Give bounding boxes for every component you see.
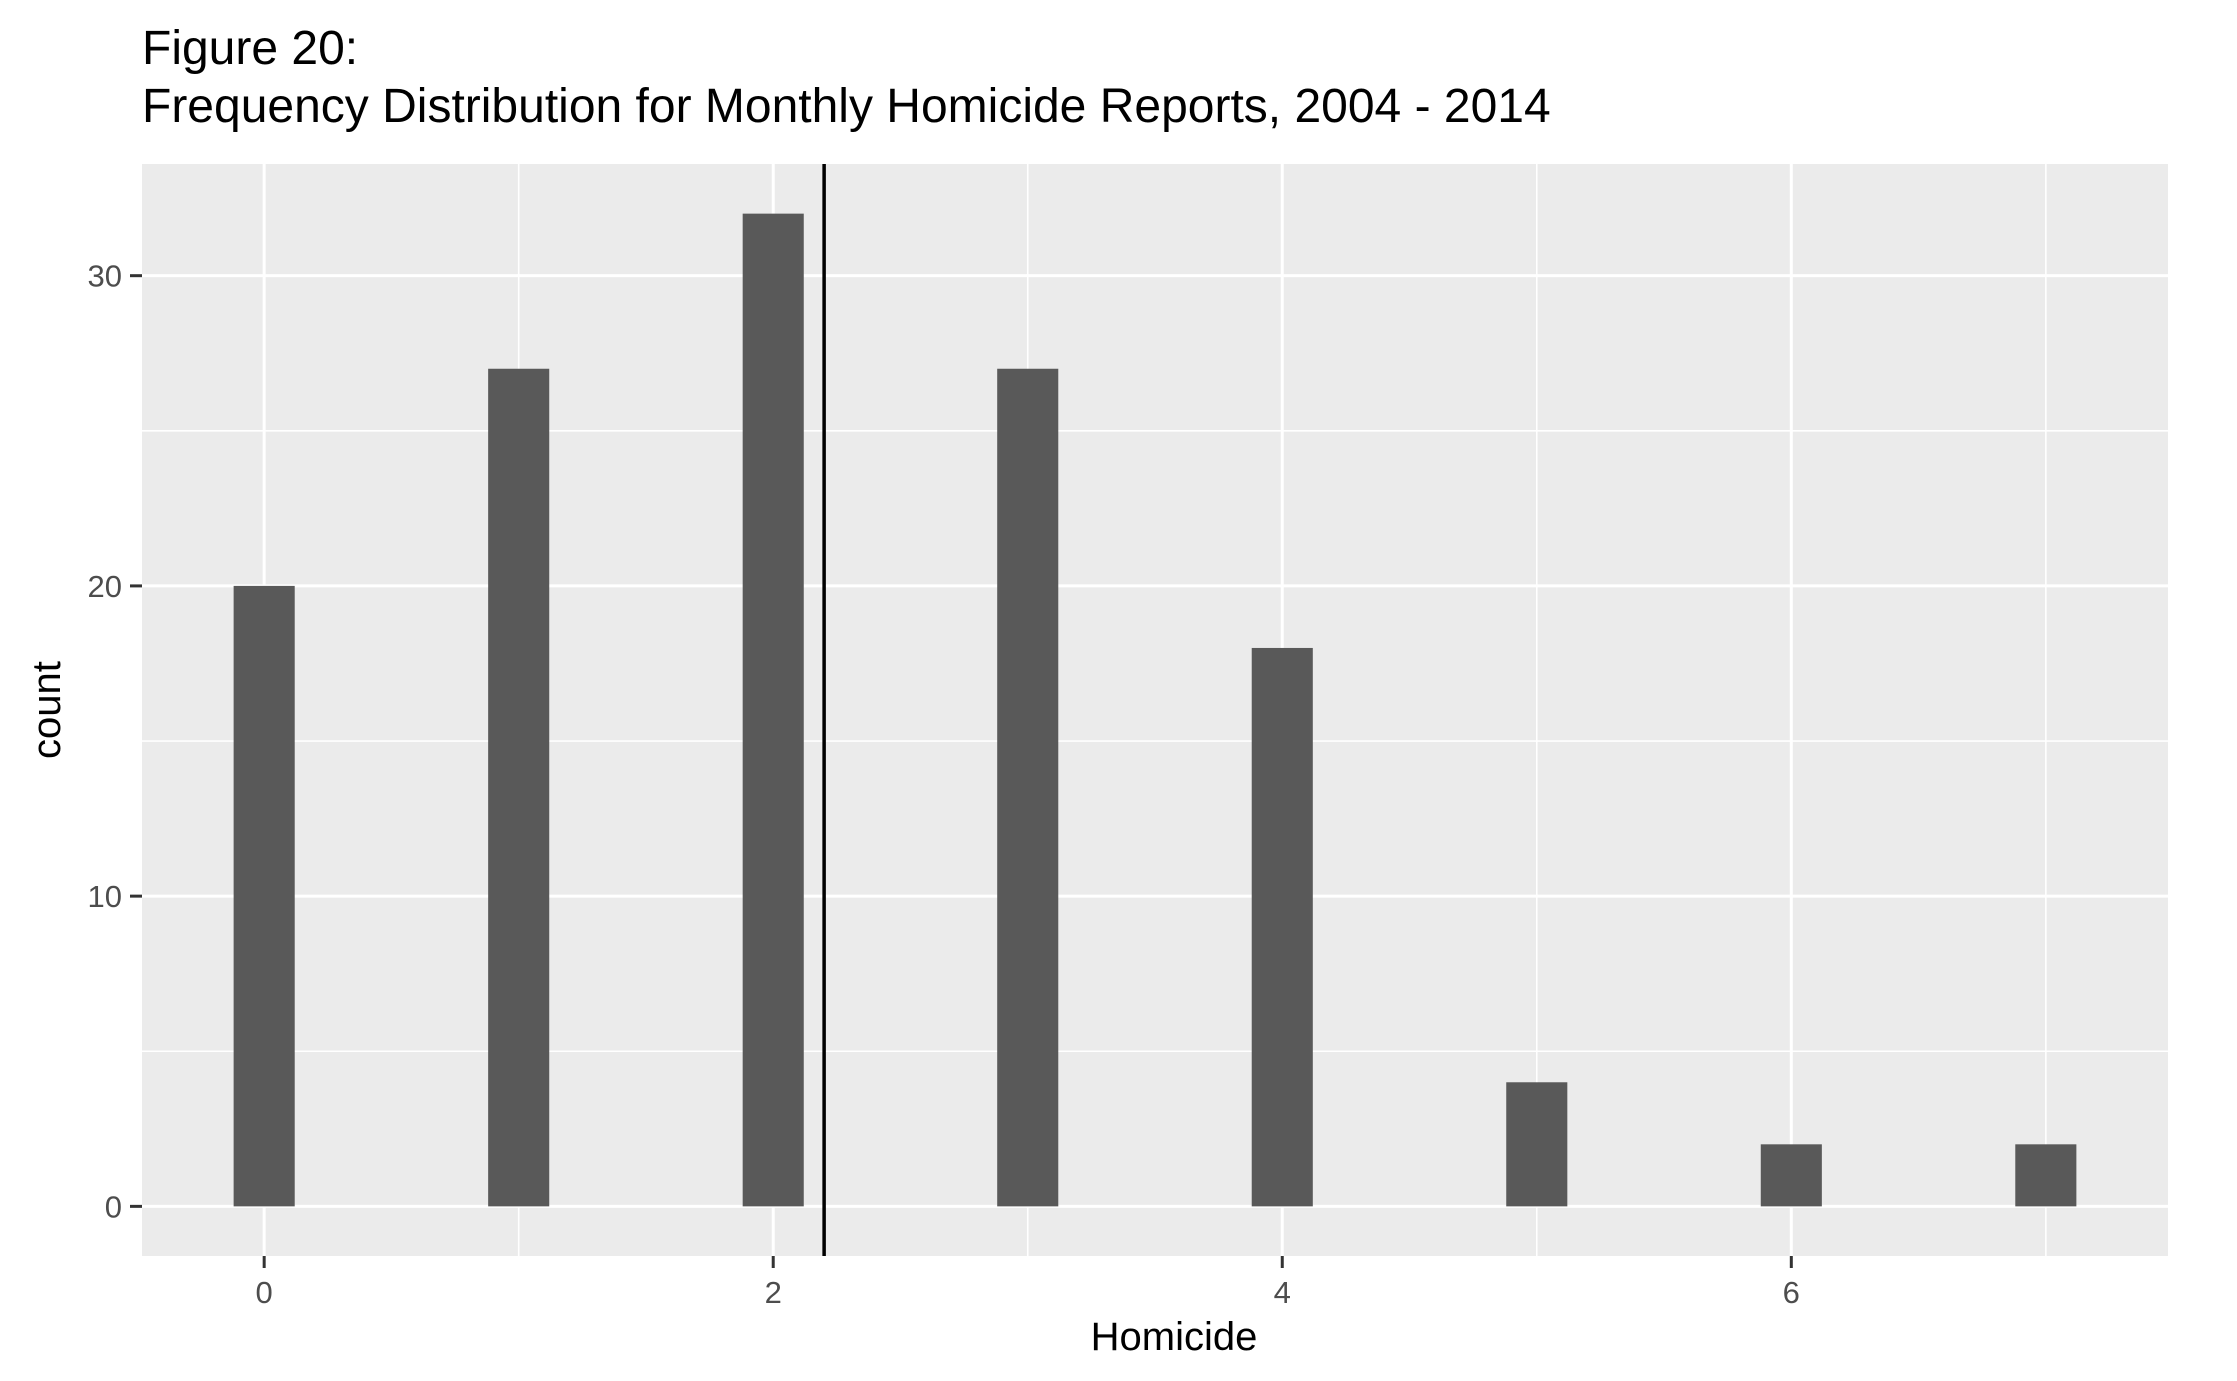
bars [233, 213, 2077, 1207]
bar-homicide-4 [1251, 647, 1313, 1207]
y-tick-label: 10 [88, 879, 122, 914]
bar-homicide-2 [742, 213, 804, 1207]
plot-panel [142, 164, 2168, 1256]
bar-homicide-1 [488, 368, 550, 1207]
x-axis-title: Homicide [1091, 1315, 1258, 1359]
y-tick-label: 0 [105, 1189, 122, 1224]
bar-homicide-7 [2015, 1144, 2077, 1207]
x-tick-label: 6 [1783, 1275, 1800, 1310]
y-tick-label: 20 [88, 569, 122, 604]
y-tick-label: 30 [88, 259, 122, 294]
y-axis: 0 10 20 30 [88, 259, 142, 1224]
x-tick-label: 2 [765, 1275, 782, 1310]
bar-homicide-5 [1506, 1082, 1568, 1207]
x-tick-label: 4 [1274, 1275, 1291, 1310]
chart-title: Figure 20: [142, 22, 358, 75]
bar-homicide-0 [233, 585, 295, 1207]
x-axis: 0 2 4 6 [256, 1256, 1800, 1310]
x-tick-label: 0 [256, 1275, 273, 1310]
y-axis-title: count [25, 661, 69, 759]
bar-homicide-3 [997, 368, 1059, 1207]
bar-homicide-6 [1760, 1144, 1822, 1207]
chart-subtitle: Frequency Distribution for Monthly Homic… [142, 80, 1551, 133]
